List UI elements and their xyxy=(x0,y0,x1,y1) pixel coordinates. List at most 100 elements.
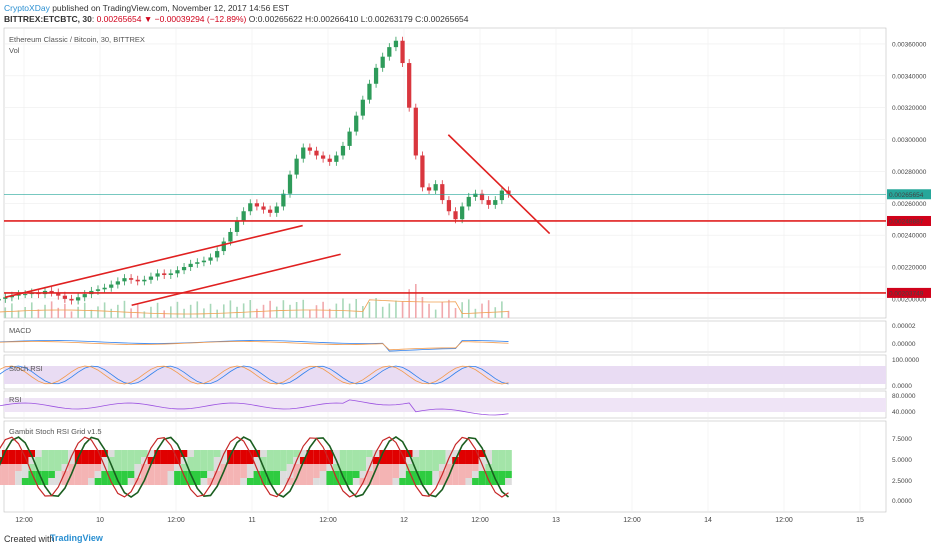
grid-cell xyxy=(48,464,55,471)
grid-cell xyxy=(313,471,320,478)
grid-cell xyxy=(180,478,188,485)
grid-cell xyxy=(246,457,254,464)
grid-cell xyxy=(399,457,406,464)
pane-frame xyxy=(3,320,887,353)
volume-bar xyxy=(183,308,185,318)
grid-cell xyxy=(472,450,479,457)
grid-cell xyxy=(35,478,42,485)
volume-bar xyxy=(501,301,503,318)
grid-cell xyxy=(107,471,115,478)
grid-cell xyxy=(15,478,22,485)
grid-cell xyxy=(333,471,340,478)
grid-cell xyxy=(54,450,62,457)
gambit-label: Gambit Stoch RSI Grid v1.5 xyxy=(9,427,102,436)
grid-cell xyxy=(88,450,95,457)
grid-cell xyxy=(405,457,413,464)
grid-cell xyxy=(114,471,122,478)
volume-bar xyxy=(481,303,483,318)
candle xyxy=(188,263,193,268)
grid-cell xyxy=(319,471,327,478)
grid-cell xyxy=(352,457,360,464)
grid-cell xyxy=(333,450,340,457)
candle xyxy=(407,63,412,108)
stoch-d-line xyxy=(0,365,509,385)
grid-lines xyxy=(3,27,887,513)
grid-cell xyxy=(187,457,194,464)
grid-cell xyxy=(187,450,194,457)
indicator-tick-label: 5.0000 xyxy=(892,457,912,464)
grid-cell xyxy=(134,464,142,471)
grid-cell xyxy=(412,464,420,471)
grid-cell xyxy=(319,464,327,471)
volume-bar xyxy=(289,304,291,318)
grid-cell xyxy=(35,457,42,464)
time-tick-label: 13 xyxy=(552,517,560,524)
grid-cell xyxy=(452,450,459,457)
volume-bar xyxy=(507,310,510,318)
trendline xyxy=(131,253,341,307)
indicator-tick-label: 80.0000 xyxy=(892,393,916,400)
grid-cell xyxy=(227,478,234,485)
time-tick-label: 12:00 xyxy=(471,517,489,524)
grid-cell xyxy=(352,478,360,485)
grid-cell xyxy=(21,457,29,464)
grid-cell xyxy=(319,457,327,464)
grid-cell xyxy=(498,450,506,457)
grid-cell xyxy=(498,478,506,485)
candle xyxy=(102,287,107,290)
grid-cell xyxy=(61,464,69,471)
grid-cell xyxy=(319,478,327,485)
tradingview-brand[interactable]: TradingView xyxy=(50,533,103,543)
grid-cell xyxy=(81,478,89,485)
candle xyxy=(360,99,365,116)
grid-cell xyxy=(386,478,393,485)
grid-cell xyxy=(359,471,367,478)
grid-cell xyxy=(121,478,128,485)
grid-cell xyxy=(313,464,320,471)
volume-bar xyxy=(467,299,470,318)
candle xyxy=(466,196,471,207)
grid-cell xyxy=(81,464,89,471)
grid-cell xyxy=(491,478,499,485)
grid-cell xyxy=(88,464,95,471)
grid-cell xyxy=(121,471,128,478)
grid-cell xyxy=(233,464,241,471)
time-tick-label: 12:00 xyxy=(319,517,337,524)
grid-cell xyxy=(346,478,353,485)
grid-cell xyxy=(154,464,161,471)
grid-cell xyxy=(392,471,400,478)
grid-cell xyxy=(273,471,281,478)
grid-cell xyxy=(306,464,314,471)
grid-cell xyxy=(392,450,400,457)
volume-bar xyxy=(448,299,450,318)
grid-cell xyxy=(207,464,214,471)
time-tick-label: 12:00 xyxy=(775,517,793,524)
candle xyxy=(62,295,67,299)
volume-bar xyxy=(275,306,278,318)
volume-bar xyxy=(441,302,444,318)
grid-cell xyxy=(15,471,22,478)
grid-cell xyxy=(0,450,2,457)
grid-cell xyxy=(319,450,327,457)
volume-bars xyxy=(0,284,510,318)
grid-cell xyxy=(160,464,168,471)
grid-cell xyxy=(399,450,406,457)
grid-cell xyxy=(273,457,281,464)
candle xyxy=(175,270,180,274)
grid-cell xyxy=(227,471,234,478)
rsi-band xyxy=(4,398,886,412)
author-link[interactable]: CryptoXDay xyxy=(4,3,50,13)
candle xyxy=(387,47,392,57)
volume-bar xyxy=(11,303,13,318)
grid-cell xyxy=(425,478,433,485)
candle xyxy=(499,190,504,201)
grid-cell xyxy=(286,464,294,471)
candle xyxy=(115,281,120,285)
volume-bar xyxy=(454,308,457,318)
candle xyxy=(228,231,233,242)
volume-bar xyxy=(487,300,490,318)
grid-cell xyxy=(28,478,36,485)
volume-bar xyxy=(428,303,430,318)
candle xyxy=(148,276,154,280)
